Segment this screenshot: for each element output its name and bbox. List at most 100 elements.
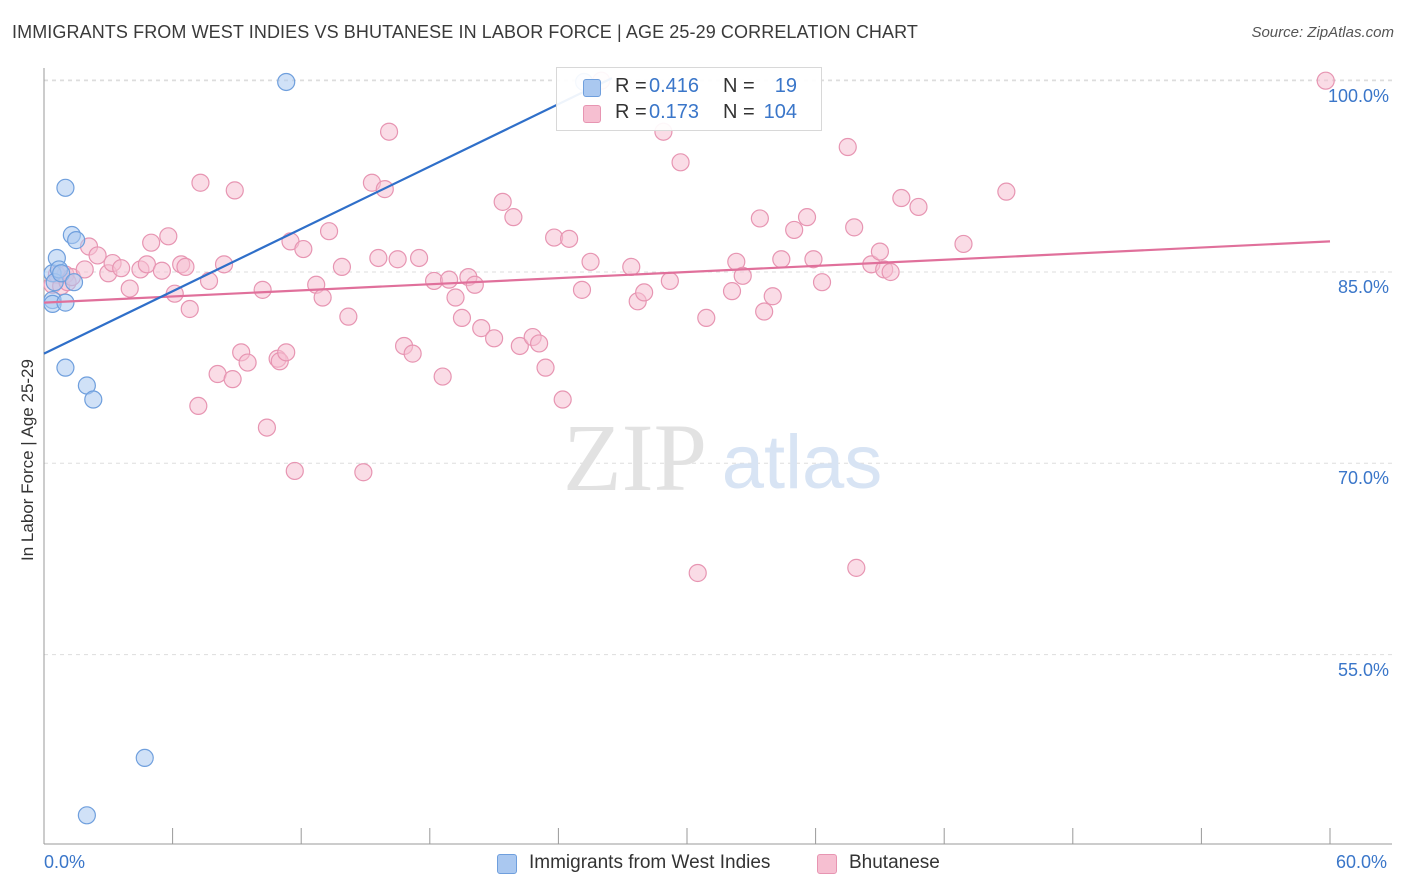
blue-data-point-9 <box>56 178 75 197</box>
pink-data-point-82 <box>722 282 742 301</box>
pink-data-point-60 <box>472 319 491 338</box>
pink-data-point-85 <box>750 209 769 228</box>
y-tick-label-70: 70.0% <box>1338 468 1390 488</box>
pink-data-point-11 <box>112 259 131 278</box>
pink-data-point-38 <box>294 239 313 259</box>
pink-data-point-89 <box>785 220 804 240</box>
pink-data-point-57 <box>452 308 472 328</box>
series-swatch-blue <box>497 854 517 874</box>
pink-data-point-32 <box>257 418 277 437</box>
pink-data-point-95 <box>847 558 866 577</box>
trend-line-bhutanese <box>43 240 1331 304</box>
pink-data-point-12 <box>120 279 139 298</box>
blue-data-point-6 <box>52 264 71 283</box>
pink-data-point-8 <box>88 246 107 265</box>
pink-data-point-48 <box>379 122 399 141</box>
pink-data-point-97 <box>870 242 890 261</box>
pink-data-point-88 <box>772 250 791 269</box>
legend-r-label: R = <box>615 101 647 123</box>
pink-data-point-84 <box>733 266 752 285</box>
legend-r-value: 0.416 <box>649 75 700 97</box>
pink-data-point-74 <box>622 257 641 276</box>
pink-data-point-72 <box>581 252 600 271</box>
pink-data-point-99 <box>881 262 900 282</box>
x-tick-label-max: 60.0% <box>1336 852 1388 872</box>
legend-r-label: R = <box>615 75 647 97</box>
pink-data-point-67 <box>536 358 555 377</box>
pink-data-point-46 <box>369 248 388 268</box>
legend-n-label: N = <box>723 101 755 123</box>
pink-data-point-80 <box>688 563 707 583</box>
pink-data-point-27 <box>223 370 242 389</box>
pink-data-point-17 <box>159 227 178 246</box>
pink-data-point-55 <box>439 270 459 289</box>
pink-data-point-76 <box>635 283 654 302</box>
pink-data-point-59 <box>465 275 484 294</box>
legend-n-value: 104 <box>763 101 797 123</box>
pink-data-point-31 <box>253 280 272 299</box>
pink-data-point-20 <box>176 257 195 276</box>
legend-r-value: 0.173 <box>649 101 700 123</box>
pink-data-point-90 <box>797 208 817 227</box>
pink-data-point-103 <box>997 182 1016 201</box>
pink-data-point-30 <box>238 353 257 372</box>
pink-data-point-63 <box>504 208 523 227</box>
pink-data-point-15 <box>142 233 161 252</box>
pink-data-point-64 <box>510 336 529 356</box>
series-label-west-indies: Immigrants from West Indies <box>529 852 771 873</box>
x-tick-label-min: 0.0% <box>44 852 86 872</box>
pink-data-point-68 <box>545 228 564 247</box>
pink-data-point-51 <box>403 344 422 363</box>
watermark: ZIP atlas <box>563 404 882 511</box>
pink-data-point-16 <box>152 261 171 280</box>
pink-data-point-104 <box>1316 71 1335 90</box>
pink-data-point-37 <box>285 461 304 481</box>
pink-data-point-41 <box>319 222 339 241</box>
pink-data-point-49 <box>388 250 407 269</box>
pink-data-point-102 <box>954 234 973 254</box>
pink-data-point-100 <box>892 188 911 208</box>
pink-data-point-91 <box>804 250 823 269</box>
pink-data-point-6 <box>75 260 94 279</box>
pink-data-point-24 <box>199 271 219 291</box>
pink-data-point-61 <box>485 329 504 348</box>
pink-data-point-56 <box>446 288 465 307</box>
pink-data-point-35 <box>277 343 296 362</box>
pink-data-point-52 <box>409 248 429 268</box>
pink-data-point-44 <box>354 463 373 482</box>
pink-data-point-62 <box>493 192 512 211</box>
pink-data-point-53 <box>424 271 444 291</box>
pink-data-point-71 <box>572 280 592 299</box>
y-tick-label-85: 85.0% <box>1338 277 1390 297</box>
pink-data-point-23 <box>191 173 210 192</box>
pink-data-point-22 <box>189 396 208 416</box>
pink-data-point-93 <box>838 137 857 157</box>
legend-swatch-pink <box>583 105 601 123</box>
legend-n-value: 19 <box>774 75 797 97</box>
axes-layer <box>43 68 1392 845</box>
pink-data-point-94 <box>845 218 864 237</box>
chart-source: Source: ZipAtlas.com <box>1251 24 1394 41</box>
pink-data-point-28 <box>225 181 244 200</box>
legend-swatch-blue <box>583 79 601 97</box>
blue-data-point-7 <box>56 358 75 377</box>
blue-data-point-16 <box>77 806 96 825</box>
trend-layer <box>43 77 1331 355</box>
y-tick-label-55: 55.0% <box>1338 660 1390 680</box>
y-tick-label-100: 100.0% <box>1328 86 1390 106</box>
series-label-bhutanese: Bhutanese <box>849 852 940 873</box>
pink-data-point-101 <box>909 197 928 217</box>
pink-data-point-54 <box>433 367 452 386</box>
pink-data-point-86 <box>755 302 774 321</box>
pink-data-point-66 <box>530 334 549 353</box>
pink-data-point-21 <box>180 299 199 319</box>
legend-n-label: N = <box>723 75 755 97</box>
series-swatch-pink <box>817 854 837 874</box>
legend-row-bhutanese: R = 0.173 N = 104 <box>557 101 821 127</box>
blue-data-point-12 <box>67 231 86 250</box>
blue-data-point-15 <box>135 748 154 768</box>
watermark-zip: ZIP <box>563 404 707 511</box>
pink-data-point-40 <box>313 288 332 307</box>
pink-data-point-79 <box>671 153 690 172</box>
